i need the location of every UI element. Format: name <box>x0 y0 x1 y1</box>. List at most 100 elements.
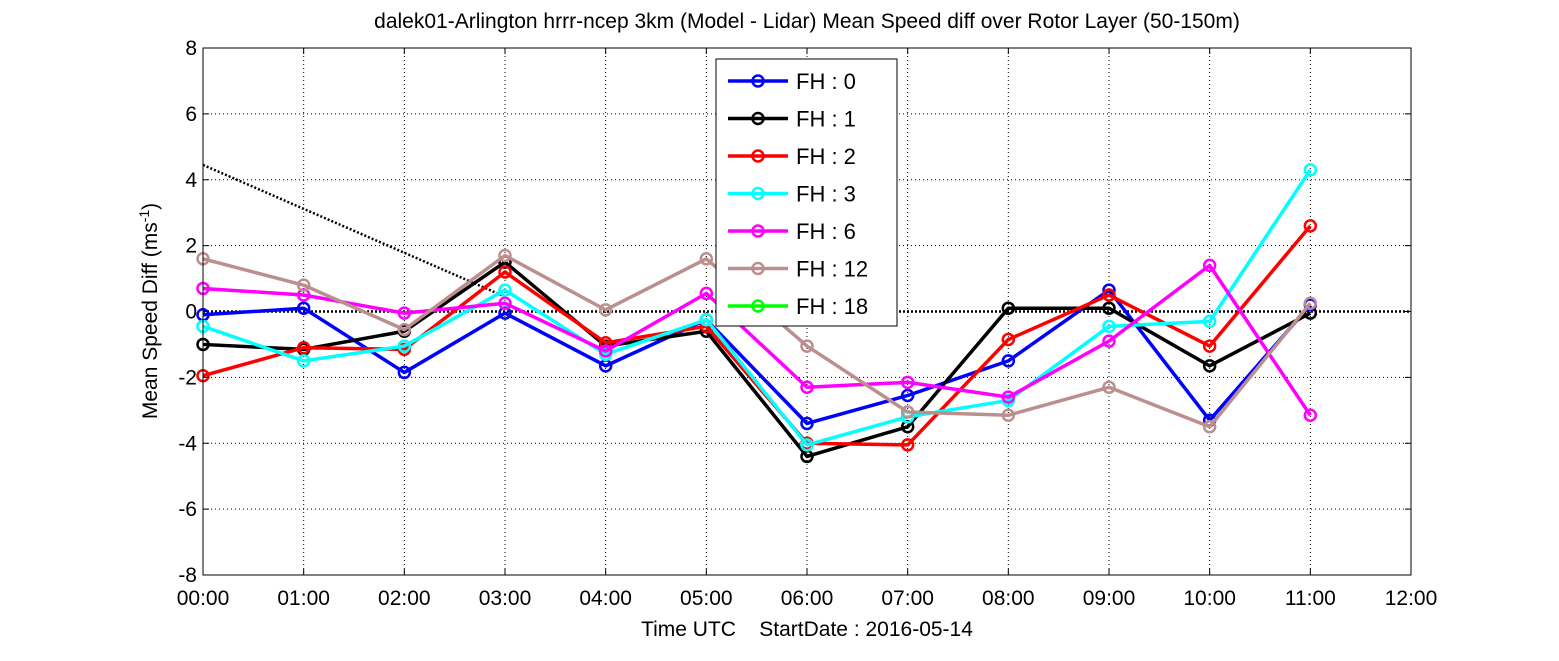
data-point <box>498 296 512 311</box>
legend-swatch-marker <box>751 186 765 201</box>
x-tick-label: 05:00 <box>680 587 733 610</box>
series-line <box>202 260 1312 459</box>
data-point <box>800 380 814 395</box>
data-point <box>1001 354 1016 368</box>
legend-label: FH : 0 <box>796 69 856 94</box>
legend-label: FH : 18 <box>796 294 868 319</box>
x-tick-label: 11:00 <box>1285 587 1336 610</box>
legend-entry: FH : 6 <box>728 219 856 244</box>
data-point <box>1001 301 1016 315</box>
y-axis-label-superscript: -1 <box>136 210 152 223</box>
data-point <box>900 405 915 419</box>
y-axis-label-main: Mean Speed Diff (ms <box>139 222 162 419</box>
data-point <box>598 303 613 317</box>
data-point <box>1102 380 1116 395</box>
data-point <box>1102 334 1116 348</box>
data-point <box>296 278 311 292</box>
legend-entry: FH : 18 <box>728 294 868 319</box>
legend-swatch-marker <box>751 149 765 163</box>
data-point <box>498 248 512 263</box>
data-point <box>1001 390 1016 404</box>
y-axis-label-end: ) <box>139 203 162 210</box>
x-tick-label: 10:00 <box>1183 587 1236 610</box>
data-point <box>1102 319 1116 334</box>
legend-swatch-marker <box>751 74 765 88</box>
legend-swatch-marker <box>751 224 765 238</box>
y-tick-label: -2 <box>178 366 197 389</box>
legend-entry: FH : 12 <box>728 257 868 282</box>
data-point <box>1303 296 1318 311</box>
x-tick-label: 06:00 <box>781 587 834 610</box>
data-point <box>800 438 814 452</box>
data-point <box>1303 408 1318 423</box>
data-point <box>598 344 613 358</box>
data-point <box>397 339 412 353</box>
data-point <box>900 375 915 390</box>
x-tick-label: 09:00 <box>1083 587 1136 610</box>
data-point <box>296 301 311 315</box>
legend-label: FH : 12 <box>796 257 868 282</box>
data-point <box>296 340 311 355</box>
data-point <box>1303 163 1318 177</box>
data-point <box>1303 219 1318 233</box>
legend-label: FH : 2 <box>796 144 856 169</box>
legend-swatch-marker <box>751 111 765 126</box>
data-point <box>1202 258 1217 273</box>
axis-ticks: 00:00 01:00 02:00 03:00 04:00 05:00 06:00 07:00… <box>177 37 1438 610</box>
legend-label: FH : 3 <box>796 182 856 207</box>
data-point <box>1202 359 1217 373</box>
data-point <box>900 388 915 403</box>
legend-swatch-marker <box>751 261 765 276</box>
reference-line <box>202 163 506 298</box>
data-point <box>800 416 814 431</box>
x-axis-label: Time UTC StartDate : 2016-05-14 <box>641 618 973 641</box>
y-axis-label: Mean Speed Diff (ms-1) <box>136 203 162 419</box>
data-point <box>699 252 714 266</box>
y-tick-label: 8 <box>185 37 197 60</box>
y-tick-label: 2 <box>185 235 197 258</box>
series-line <box>202 263 1312 417</box>
y-tick-label: 4 <box>185 169 197 192</box>
chart-title: dalek01-Arlington hrrr-ncep 3km (Model -… <box>374 10 1240 33</box>
series-line <box>202 288 1312 426</box>
x-tick-label: 07:00 <box>881 587 934 610</box>
x-tick-label: 08:00 <box>982 587 1035 610</box>
legend-swatch-marker <box>751 299 765 313</box>
series <box>196 258 1318 423</box>
legend: FH : 0 FH : 1 FH : 2 FH : 3 FH : 6 FH : 12 FH … <box>715 58 898 327</box>
data-point <box>498 283 512 297</box>
legend-entry: FH : 1 <box>728 107 856 132</box>
data-point <box>1202 420 1217 434</box>
data-point <box>1202 314 1217 329</box>
x-tick-label: 02:00 <box>378 587 431 610</box>
y-tick-label: -4 <box>178 432 197 455</box>
data-point <box>1102 301 1116 315</box>
data-point <box>498 265 512 279</box>
y-tick-label: -6 <box>178 498 197 521</box>
data-point <box>900 438 915 452</box>
data-point <box>699 312 714 327</box>
x-tick-label: 12:00 <box>1385 587 1438 610</box>
y-tick-label: 0 <box>185 301 197 324</box>
legend-label: FH : 6 <box>796 219 856 244</box>
data-point <box>397 322 412 337</box>
x-tick-label: 00:00 <box>177 587 230 610</box>
series-line <box>202 168 1312 447</box>
x-tick-label: 04:00 <box>579 587 632 610</box>
y-tick-label: -8 <box>178 564 197 587</box>
data-point <box>296 354 311 368</box>
data-point <box>699 286 714 301</box>
legend-label: FH : 1 <box>796 107 856 132</box>
legend-entry: FH : 3 <box>728 182 856 207</box>
data-point <box>800 339 814 353</box>
x-tick-label: 03:00 <box>479 587 532 610</box>
data-point <box>1001 408 1016 423</box>
data-point <box>397 365 412 380</box>
data-point <box>1202 339 1217 353</box>
legend-entry: FH : 0 <box>728 69 856 94</box>
legend-entry: FH : 2 <box>728 144 856 169</box>
x-tick-label: 01:00 <box>277 587 330 610</box>
data-point <box>1102 288 1116 302</box>
